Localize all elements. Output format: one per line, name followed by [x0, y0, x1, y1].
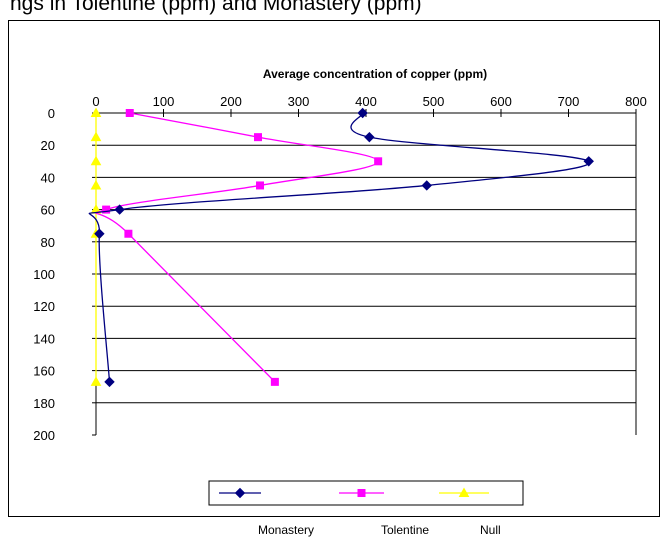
point-tolentine-5	[124, 229, 133, 238]
legend-marker-null	[458, 487, 470, 497]
legend-label-tolentine: Tolentine	[381, 523, 430, 537]
y-tick-label-180: 180	[33, 396, 55, 411]
x-tick-label-700: 700	[558, 94, 580, 109]
point-tolentine-0	[125, 109, 134, 117]
y-tick-label-80: 80	[41, 235, 55, 250]
x-tick-label-100: 100	[153, 94, 175, 109]
y-tick-label-100: 100	[33, 267, 55, 282]
point-tolentine-1	[254, 133, 262, 142]
y-tick-label-160: 160	[33, 364, 55, 379]
point-tolentine-4	[102, 205, 111, 214]
legend	[208, 480, 524, 506]
x-tick-label-800: 800	[625, 94, 647, 109]
figure-caption-fragment: ngs in Tolentine (ppm) and Monastery (pp…	[10, 0, 422, 15]
legend-label-monastery: Monastery	[258, 523, 315, 537]
copper-chart: Average concentration of copper (ppm) 0 1…	[33, 67, 647, 506]
point-monastery-6	[104, 376, 115, 388]
point-monastery-5	[94, 228, 105, 239]
y-tick-label-140: 140	[33, 331, 55, 346]
x-tick-label-400: 400	[355, 94, 377, 109]
y-tick-label-20: 20	[41, 138, 55, 153]
legend-marker-monastery	[234, 487, 246, 499]
point-tolentine-3	[256, 181, 265, 190]
y-tick-label-40: 40	[41, 170, 55, 185]
chart-frame: Average concentration of copper (ppm) 0 1…	[8, 20, 660, 517]
point-tolentine-6	[270, 377, 279, 386]
legend-label-null: Null	[480, 523, 501, 537]
y-tick-label-60: 60	[41, 203, 55, 218]
plot-area: 0 100 200 300 400 500 600 700 800 0 20 40 60 80 100 120…	[33, 94, 647, 443]
legend-marker-tolentine	[357, 489, 366, 497]
y-tick-label-120: 120	[33, 299, 55, 314]
x-tick-label-300: 300	[288, 94, 310, 109]
chart-title: Average concentration of copper (ppm)	[263, 67, 487, 81]
point-monastery-2	[583, 156, 594, 167]
y-tick-label-200: 200	[33, 428, 55, 443]
point-null-3	[90, 179, 102, 190]
y-tick-label-0: 0	[48, 106, 55, 121]
point-null-1	[90, 131, 102, 142]
point-null-6	[90, 376, 102, 386]
x-tick-label-600: 600	[490, 94, 512, 109]
x-tick-label-500: 500	[423, 94, 445, 109]
point-tolentine-2	[374, 157, 383, 166]
point-monastery-4	[114, 204, 125, 215]
point-monastery-0	[357, 107, 368, 119]
point-monastery-1	[364, 131, 375, 143]
x-tick-label-0: 0	[92, 94, 99, 109]
point-monastery-3	[421, 180, 432, 191]
point-null-0	[90, 107, 102, 117]
x-tick-label-200: 200	[220, 94, 242, 109]
point-null-2	[90, 155, 102, 166]
